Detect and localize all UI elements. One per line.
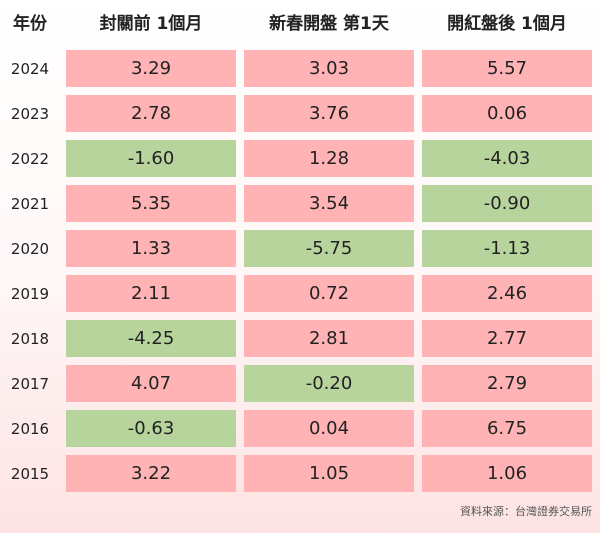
table-row: 2015 3.22 1.05 1.06: [0, 455, 600, 493]
year-label: 2015: [10, 465, 50, 483]
value-cell: 3.76: [244, 95, 414, 132]
value-cell: -5.75: [244, 230, 414, 267]
value-cell: 1.06: [422, 455, 592, 492]
value-cell: -1.13: [422, 230, 592, 267]
value-cell: 1.33: [66, 230, 236, 267]
value-cell: 3.29: [66, 50, 236, 87]
value-cell: 5.35: [66, 185, 236, 222]
value-cell: -1.60: [66, 140, 236, 177]
table-row: 2022 -1.60 1.28 -4.03: [0, 140, 600, 178]
header-before-close: 封關前 1個月: [99, 14, 203, 34]
value-cell: -0.90: [422, 185, 592, 222]
header-year: 年份: [13, 14, 47, 34]
table-row: 2017 4.07 -0.20 2.79: [0, 365, 600, 403]
year-label: 2022: [10, 150, 50, 168]
value-cell: 2.78: [66, 95, 236, 132]
value-cell: 2.79: [422, 365, 592, 402]
year-label: 2021: [10, 195, 50, 213]
year-label: 2024: [10, 60, 50, 78]
source-note: 資料來源：台灣證券交易所: [460, 505, 592, 518]
value-cell: 3.03: [244, 50, 414, 87]
value-cell: 1.05: [244, 455, 414, 492]
value-cell: 2.46: [422, 275, 592, 312]
table-row: 2016 -0.63 0.04 6.75: [0, 410, 600, 448]
value-cell: -4.25: [66, 320, 236, 357]
value-cell: 1.28: [244, 140, 414, 177]
value-cell: 0.06: [422, 95, 592, 132]
value-cell: 4.07: [66, 365, 236, 402]
value-cell: 0.72: [244, 275, 414, 312]
year-label: 2023: [10, 105, 50, 123]
year-label: 2018: [10, 330, 50, 348]
header-first-day: 新春開盤 第1天: [269, 14, 389, 34]
value-cell: -0.20: [244, 365, 414, 402]
value-cell: -4.03: [422, 140, 592, 177]
header-after-open: 開紅盤後 1個月: [447, 14, 567, 34]
year-label: 2020: [10, 240, 50, 258]
year-label: 2017: [10, 375, 50, 393]
value-cell: 6.75: [422, 410, 592, 447]
table-row: 2023 2.78 3.76 0.06: [0, 95, 600, 133]
value-cell: 2.81: [244, 320, 414, 357]
table-row: 2019 2.11 0.72 2.46: [0, 275, 600, 313]
table-header: 年份 封關前 1個月 新春開盤 第1天 開紅盤後 1個月: [0, 0, 600, 46]
year-label: 2016: [10, 420, 50, 438]
value-cell: 2.11: [66, 275, 236, 312]
table-row: 2021 5.35 3.54 -0.90: [0, 185, 600, 223]
value-cell: 3.22: [66, 455, 236, 492]
value-cell: 3.54: [244, 185, 414, 222]
value-cell: 5.57: [422, 50, 592, 87]
value-cell: 2.77: [422, 320, 592, 357]
year-label: 2019: [10, 285, 50, 303]
value-cell: 0.04: [244, 410, 414, 447]
table-row: 2024 3.29 3.03 5.57: [0, 50, 600, 88]
value-cell: -0.63: [66, 410, 236, 447]
table-row: 2020 1.33 -5.75 -1.13: [0, 230, 600, 268]
table-row: 2018 -4.25 2.81 2.77: [0, 320, 600, 358]
